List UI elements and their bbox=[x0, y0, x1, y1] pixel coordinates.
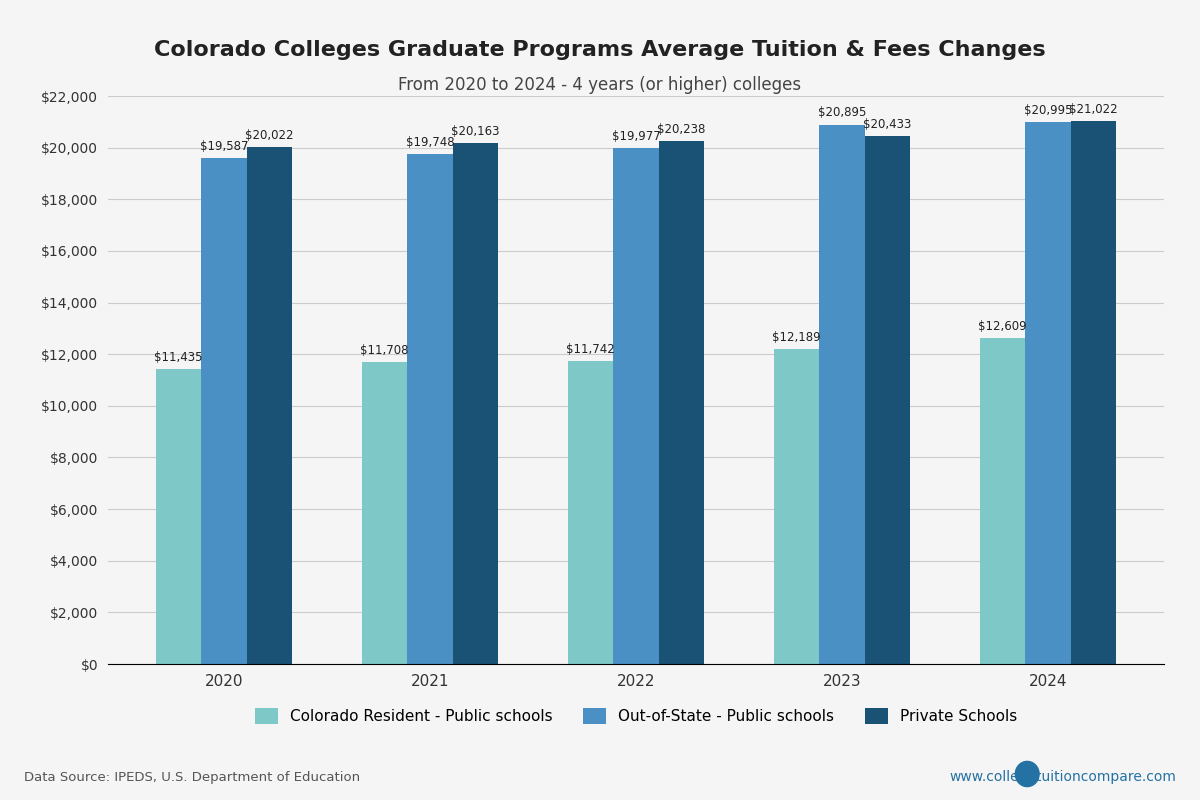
Text: $20,238: $20,238 bbox=[658, 123, 706, 136]
Legend: Colorado Resident - Public schools, Out-of-State - Public schools, Private Schoo: Colorado Resident - Public schools, Out-… bbox=[248, 702, 1024, 730]
Text: $20,022: $20,022 bbox=[245, 129, 294, 142]
Text: $21,022: $21,022 bbox=[1069, 103, 1117, 116]
Text: $11,708: $11,708 bbox=[360, 343, 409, 357]
Text: $20,995: $20,995 bbox=[1024, 104, 1073, 117]
Bar bbox=[362, 362, 407, 664]
Circle shape bbox=[1015, 762, 1039, 786]
Bar bbox=[1070, 122, 1116, 664]
Text: Data Source: IPEDS, U.S. Department of Education: Data Source: IPEDS, U.S. Department of E… bbox=[24, 771, 360, 784]
Bar bbox=[980, 338, 1025, 664]
Text: www.collegetuitioncompare.com: www.collegetuitioncompare.com bbox=[949, 770, 1176, 784]
Bar bbox=[659, 142, 704, 664]
Text: $11,742: $11,742 bbox=[566, 342, 616, 356]
Bar bbox=[774, 350, 820, 664]
Bar bbox=[156, 369, 202, 664]
Bar bbox=[407, 154, 452, 664]
Bar bbox=[865, 137, 910, 664]
Bar bbox=[568, 361, 613, 664]
Bar bbox=[452, 143, 498, 664]
Bar bbox=[820, 125, 865, 664]
Text: $20,163: $20,163 bbox=[451, 126, 499, 138]
Text: $20,895: $20,895 bbox=[818, 106, 866, 119]
Text: $19,748: $19,748 bbox=[406, 136, 455, 149]
Bar bbox=[202, 158, 247, 664]
Text: $11,435: $11,435 bbox=[155, 350, 203, 364]
Bar bbox=[247, 147, 292, 664]
Bar bbox=[613, 148, 659, 664]
Text: $19,587: $19,587 bbox=[199, 140, 248, 153]
Text: $19,977: $19,977 bbox=[612, 130, 660, 143]
Text: $20,433: $20,433 bbox=[863, 118, 912, 131]
Text: Colorado Colleges Graduate Programs Average Tuition & Fees Changes: Colorado Colleges Graduate Programs Aver… bbox=[154, 40, 1046, 60]
Bar bbox=[1025, 122, 1070, 664]
Text: $12,189: $12,189 bbox=[773, 331, 821, 344]
Text: From 2020 to 2024 - 4 years (or higher) colleges: From 2020 to 2024 - 4 years (or higher) … bbox=[398, 76, 802, 94]
Text: $12,609: $12,609 bbox=[978, 320, 1027, 334]
